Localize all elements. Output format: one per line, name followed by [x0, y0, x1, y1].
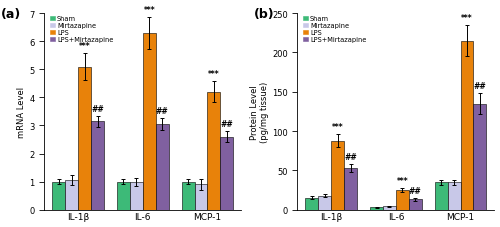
Bar: [474, 104, 486, 210]
Bar: [78, 67, 91, 210]
Text: ***: ***: [79, 42, 90, 51]
Text: (a): (a): [1, 8, 21, 21]
Bar: [208, 92, 220, 210]
Bar: [370, 207, 383, 210]
Bar: [117, 182, 130, 210]
Text: ##: ##: [91, 104, 104, 113]
Bar: [332, 141, 344, 210]
Text: ***: ***: [461, 14, 473, 23]
Bar: [396, 190, 409, 210]
Text: ##: ##: [220, 120, 233, 128]
Bar: [194, 185, 207, 210]
Text: ***: ***: [208, 70, 220, 79]
Text: ##: ##: [409, 186, 422, 195]
Text: ##: ##: [156, 107, 168, 116]
Bar: [434, 182, 448, 210]
Bar: [130, 182, 143, 210]
Bar: [156, 124, 168, 210]
Bar: [52, 182, 66, 210]
Text: ***: ***: [332, 123, 344, 132]
Y-axis label: mRNA Level: mRNA Level: [18, 86, 26, 137]
Bar: [448, 182, 460, 210]
Bar: [344, 168, 357, 210]
Legend: Sham, Mirtazapine, LPS, LPS+Mirtazapine: Sham, Mirtazapine, LPS, LPS+Mirtazapine: [302, 15, 367, 44]
Y-axis label: Protein Level
(pg/mg tissue): Protein Level (pg/mg tissue): [250, 81, 269, 142]
Bar: [182, 182, 194, 210]
Bar: [383, 206, 396, 210]
Text: ##: ##: [344, 153, 357, 161]
Bar: [220, 137, 234, 210]
Bar: [318, 196, 332, 210]
Bar: [91, 122, 104, 210]
Text: (b): (b): [254, 8, 274, 21]
Text: ##: ##: [474, 82, 486, 91]
Bar: [143, 34, 156, 210]
Bar: [409, 200, 422, 210]
Text: ***: ***: [144, 6, 155, 15]
Bar: [306, 198, 318, 210]
Bar: [460, 42, 473, 210]
Legend: Sham, Mirtazapine, LPS, LPS+Mirtazapine: Sham, Mirtazapine, LPS, LPS+Mirtazapine: [50, 15, 114, 44]
Bar: [66, 180, 78, 210]
Text: ***: ***: [396, 176, 408, 185]
